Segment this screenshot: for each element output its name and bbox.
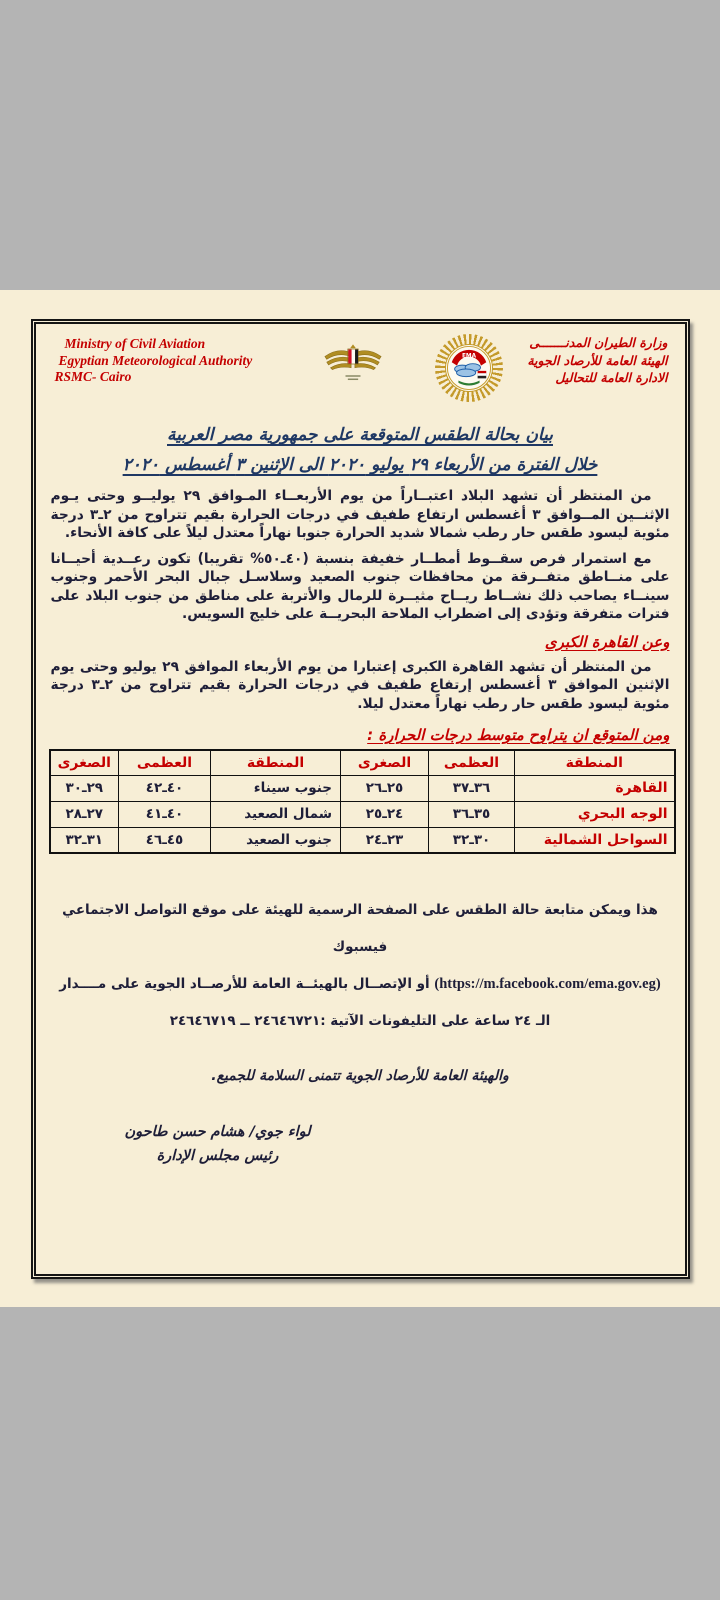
- table-row-cairo: القاهرة ٣٦ـ٣٧ ٢٥ـ٢٦ جنوب سيناء ٤٠ـ٤٢ ٢٩ـ…: [49, 774, 675, 802]
- facebook-note-line: هذا ويمكن متابعة حالة الطقس على الصفحة ا…: [62, 902, 658, 955]
- document-page: Ministry of Civil Aviation Egyptian Mete…: [0, 290, 720, 1307]
- cairo-forecast-paragraph: من المنتظر أن تشهد القاهرة الكبرى إعتبار…: [50, 658, 670, 712]
- header-ar-line-1: وزارة الطيران المدنـــــــى: [529, 335, 668, 350]
- col-header-max-1: العظمى: [428, 749, 515, 776]
- col-header-region-1: المنطقة: [514, 749, 675, 776]
- bulletin-title-line-2: خلال الفترة من الأربعاء ٢٩ يوليو ٢٠٢٠ ال…: [122, 455, 598, 475]
- ema-sunburst-logo: EMA: [434, 334, 503, 402]
- col-header-min-1: الصغرى: [340, 749, 429, 776]
- max-temp: ٤٠ـ٤١: [118, 800, 211, 828]
- header-ar-line-3: الادارة العامة للتحاليل: [555, 370, 668, 385]
- min-temp: ٢٩ـ٣٠: [49, 774, 119, 802]
- col-header-max-2: العظمى: [118, 749, 211, 776]
- min-temp: ٢٤ـ٢٥: [340, 800, 429, 828]
- table-header-row: المنطقة العظمى الصغرى المنطقة العظمى الص…: [49, 749, 675, 776]
- header-ar-line-2: الهيئة العامة للأرصاد الجوية: [527, 352, 668, 368]
- col-header-region-2: المنطقة: [210, 749, 341, 776]
- max-temp: ٣٥ـ٣٦: [428, 800, 515, 828]
- region-name: الوجه البحري: [514, 800, 675, 828]
- country-forecast-paragraph: من المنتظر أن تشهد البلاد اعتبــاراً من …: [50, 488, 670, 541]
- ema-logo-text: EMA: [461, 353, 476, 359]
- header-arabic: وزارة الطيران المدنـــــــى الهيئة العام…: [503, 334, 672, 387]
- rain-forecast-paragraph: مع استمرار فرص سقــوط أمطــار خفيفة بنسب…: [50, 550, 670, 623]
- ema-logo-center: EMA: [444, 344, 493, 392]
- signatory-title: رئيس مجلس الإدارة: [156, 1148, 279, 1164]
- temperature-table-heading: ومن المتوقع ان يتراوح متوسط درجات الحرار…: [367, 726, 670, 744]
- temperature-table: المنطقة العظمى الصغرى المنطقة العظمى الص…: [48, 749, 676, 854]
- greater-cairo-heading: وعن القاهرة الكبرى: [544, 632, 670, 651]
- header-en-line-2: Egyptian Meteorological Authority: [58, 352, 253, 368]
- contact-continuation-text: أو الإتصــال بالهيئــة العامة للأرصــاد …: [59, 976, 430, 992]
- min-temp: ٢٣ـ٢٤: [340, 826, 429, 854]
- facebook-url-line: (https://m.facebook.com/ema.gov.eg) أو ا…: [49, 966, 672, 1003]
- max-temp: ٤٥ـ٤٦: [118, 826, 211, 854]
- bulletin-title: بيان بحالة الطقس المتوقعة على جمهورية مص…: [49, 420, 672, 480]
- max-temp: ٤٠ـ٤٢: [118, 774, 211, 802]
- facebook-url-link[interactable]: (https://m.facebook.com/ema.gov.eg): [434, 976, 661, 992]
- signatory-name: لواء جوي/ هشام حسن طاحون: [124, 1124, 311, 1140]
- region-name: السواحل الشمالية: [514, 826, 675, 854]
- min-temp: ٢٧ـ٢٨: [49, 800, 119, 828]
- contact-info: هذا ويمكن متابعة حالة الطقس على الصفحة ا…: [49, 892, 672, 1040]
- max-temp: ٣٦ـ٣٧: [428, 774, 515, 802]
- region-name: القاهرة: [514, 774, 675, 802]
- header-en-line-1: Ministry of Civil Aviation: [64, 336, 206, 351]
- phone-numbers-line: الـ ٢٤ ساعة على التليفونات الآتية :٢٤٦٤٦…: [169, 1013, 551, 1029]
- region-name: شمال الصعيد: [210, 800, 341, 828]
- bulletin-title-line-1: بيان بحالة الطقس المتوقعة على جمهورية مص…: [167, 425, 553, 445]
- header-en-line-3: RSMC- Cairo: [54, 369, 132, 384]
- letterhead: Ministry of Civil Aviation Egyptian Mete…: [49, 334, 672, 402]
- min-temp: ٣١ـ٣٢: [49, 826, 119, 854]
- table-row-delta: الوجه البحري ٣٥ـ٣٦ ٢٤ـ٢٥ شمال الصعيد ٤٠ـ…: [49, 800, 675, 828]
- region-name: جنوب الصعيد: [210, 826, 341, 854]
- max-temp: ٣٠ـ٣٢: [428, 826, 515, 854]
- document-frame: Ministry of Civil Aviation Egyptian Mete…: [30, 319, 690, 1279]
- region-name: جنوب سيناء: [210, 774, 341, 802]
- min-temp: ٢٥ـ٢٦: [340, 774, 429, 802]
- col-header-min-2: الصغرى: [49, 749, 119, 776]
- header-english: Ministry of Civil Aviation Egyptian Mete…: [49, 334, 299, 386]
- civil-aviation-wings-logo: [323, 342, 383, 390]
- safety-wish-line: والهيئة العامة للأرصاد الجوية تتمنى السل…: [211, 1068, 509, 1084]
- table-row-coasts: السواحل الشمالية ٣٠ـ٣٢ ٢٣ـ٢٤ جنوب الصعيد…: [49, 826, 675, 854]
- signature-block: لواء جوي/ هشام حسن طاحون رئيس مجلس الإدا…: [102, 1120, 334, 1168]
